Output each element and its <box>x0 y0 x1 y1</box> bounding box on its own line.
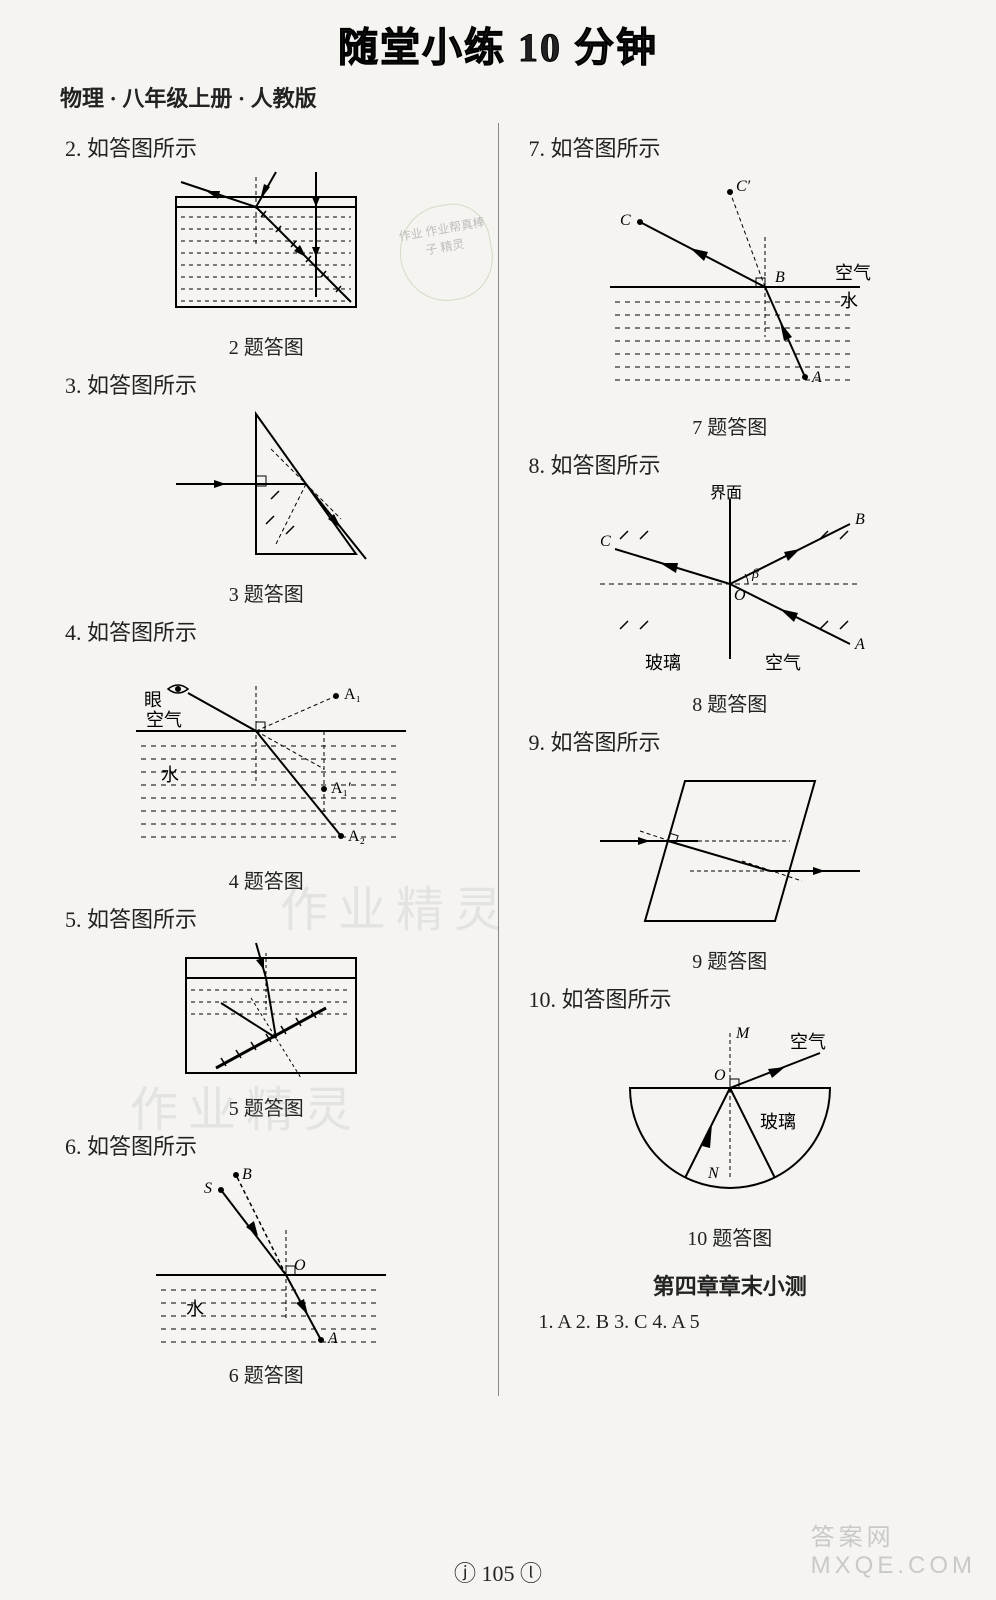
fig8-B: B <box>855 511 865 528</box>
fig8-beta: β <box>751 567 759 582</box>
fig8-A: A <box>854 636 865 653</box>
fig10-glass: 玻璃 <box>760 1112 796 1132</box>
figure-8-caption: 8 题答图 <box>519 688 942 717</box>
figure-8: 界面 O <box>519 484 942 717</box>
left-column: 2. 如答图所示 <box>40 123 493 1396</box>
figure-7: 空气 水 A B C <box>519 167 942 440</box>
watermark-mid-1: 作业精灵 <box>280 870 512 940</box>
fig4-eye-label: 眼 <box>144 690 162 710</box>
fig4-A2: A₂ <box>348 828 365 845</box>
fig7-air: 空气 <box>835 263 871 283</box>
fig6-A: A <box>327 1330 338 1347</box>
answers-line: 1. A 2. B 3. C 4. A 5 <box>519 1311 942 1334</box>
figure-10-caption: 10 题答图 <box>519 1222 942 1251</box>
fig6-O: O <box>294 1257 306 1274</box>
figure-2-caption: 2 题答图 <box>55 331 478 360</box>
fig10-air: 空气 <box>790 1032 826 1052</box>
fig4-water-label: 水 <box>161 765 179 785</box>
fig8-glass: 玻璃 <box>645 653 681 673</box>
figure-3: 3 题答图 <box>55 404 478 607</box>
item-10-label: 10. 如答图所示 <box>529 982 942 1014</box>
fig7-Cp: C′ <box>736 178 751 195</box>
fig4-A1: A₁ <box>344 686 361 703</box>
fig4-air-label: 空气 <box>146 710 182 730</box>
fig7-A: A <box>811 369 822 386</box>
fig8-interface: 界面 <box>710 484 742 502</box>
columns: 2. 如答图所示 <box>0 123 996 1396</box>
figure-6-caption: 6 题答图 <box>55 1359 478 1388</box>
page: 随堂小练 10 分钟 物理 · 八年级上册 · 人教版 作业 作业帮真棒子 精灵… <box>0 0 996 1600</box>
fig4-A1p: A₁′ <box>331 780 352 797</box>
section-title: 第四章章末小测 <box>519 1269 942 1301</box>
fig10-M: M <box>735 1025 751 1042</box>
figure-9-caption: 9 题答图 <box>519 945 942 974</box>
figure-9: 9 题答图 <box>519 761 942 974</box>
item-8-label: 8. 如答图所示 <box>529 448 942 480</box>
page-subtitle: 物理 · 八年级上册 · 人教版 <box>0 73 996 123</box>
fig10-N: N <box>707 1165 720 1182</box>
right-column: 7. 如答图所示 空气 水 <box>504 123 957 1396</box>
item-9-label: 9. 如答图所示 <box>529 725 942 757</box>
fig7-C: C <box>620 212 631 229</box>
fig8-C: C <box>600 533 611 550</box>
watermark-mid-2: 作业精灵 <box>130 1070 362 1140</box>
figure-7-caption: 7 题答图 <box>519 411 942 440</box>
fig6-S: S <box>204 1180 212 1197</box>
figure-3-caption: 3 题答图 <box>55 578 478 607</box>
figure-10: 空气 玻璃 O M N <box>519 1018 942 1251</box>
item-7-label: 7. 如答图所示 <box>529 131 942 163</box>
fig7-B: B <box>775 269 785 286</box>
item-4-label: 4. 如答图所示 <box>65 615 478 647</box>
fig6-water: 水 <box>186 1299 204 1319</box>
column-divider <box>498 123 499 1396</box>
figure-6: 水 S B O <box>55 1165 478 1388</box>
item-3-label: 3. 如答图所示 <box>65 368 478 400</box>
item-2-label: 2. 如答图所示 <box>65 131 478 163</box>
watermark-corner: 答案网 MXQE.COM <box>811 1517 976 1580</box>
fig8-air: 空气 <box>765 653 801 673</box>
fig6-B: B <box>242 1166 252 1183</box>
fig7-water: 水 <box>840 291 858 311</box>
figure-4: 眼 空气 水 A₂ <box>55 651 478 894</box>
page-title: 随堂小练 10 分钟 <box>0 0 996 73</box>
fig10-O: O <box>714 1067 726 1084</box>
